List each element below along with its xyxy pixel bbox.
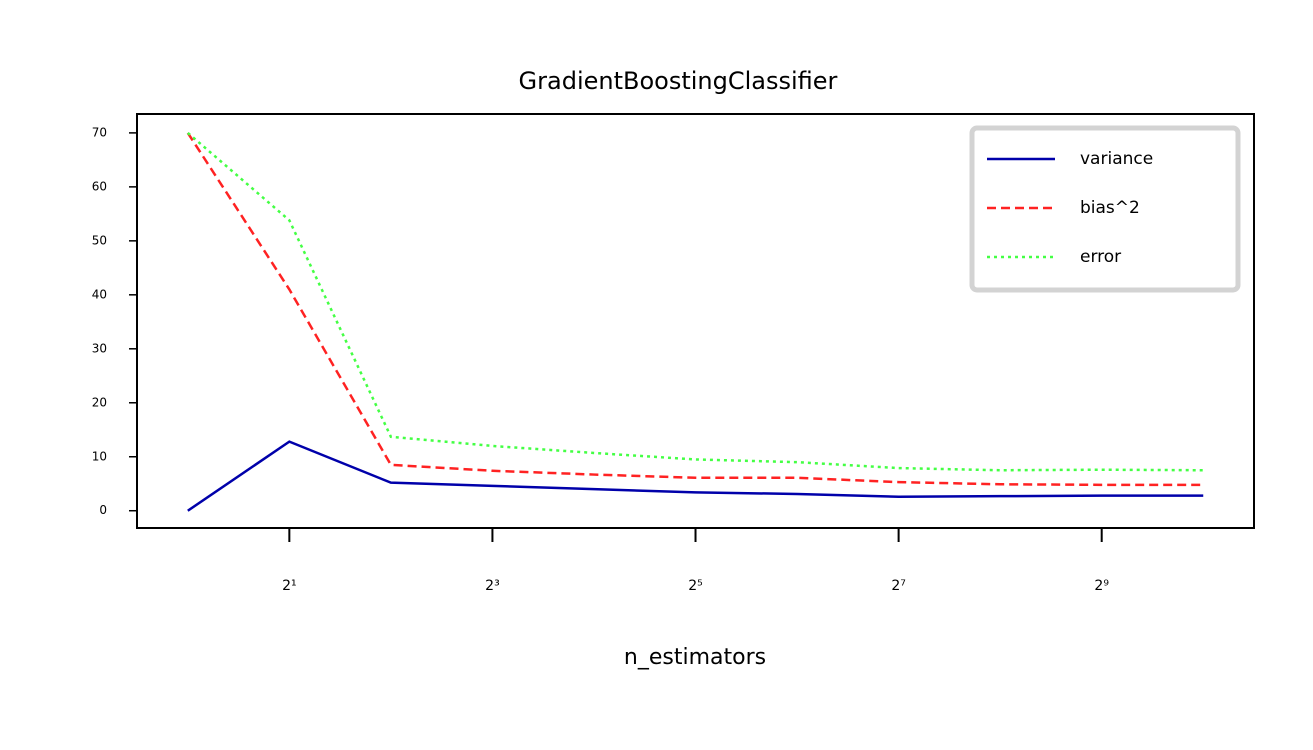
y-tick-label: 40 bbox=[92, 287, 107, 301]
series-line bbox=[186, 132, 1204, 487]
x-tick-label: 2³ bbox=[485, 578, 500, 594]
y-tick-label: 0 bbox=[99, 503, 107, 517]
x-tick-label: 2⁹ bbox=[1094, 578, 1109, 594]
y-tick-label: 60 bbox=[92, 179, 107, 193]
y-tick-label: 20 bbox=[92, 395, 107, 409]
legend-box bbox=[969, 125, 1241, 293]
x-tick-label: 2⁵ bbox=[688, 578, 703, 594]
y-tick-label: 10 bbox=[92, 449, 107, 463]
series-line bbox=[187, 440, 1204, 512]
legend-label: bias^2 bbox=[1080, 198, 1140, 218]
x-tick-label: 2⁷ bbox=[891, 578, 906, 594]
y-tick-label: 50 bbox=[92, 233, 107, 247]
plot-frame bbox=[136, 113, 1255, 529]
y-tick-label: 30 bbox=[92, 341, 107, 355]
legend-label: error bbox=[1080, 247, 1121, 267]
x-tick-label: 2¹ bbox=[282, 578, 297, 594]
x-axis-label: n_estimators bbox=[624, 645, 766, 670]
series-line bbox=[186, 131, 1204, 472]
chart-title: GradientBoostingClassifier bbox=[519, 67, 838, 95]
y-tick-label: 70 bbox=[92, 125, 107, 139]
legend-label: variance bbox=[1080, 149, 1153, 169]
